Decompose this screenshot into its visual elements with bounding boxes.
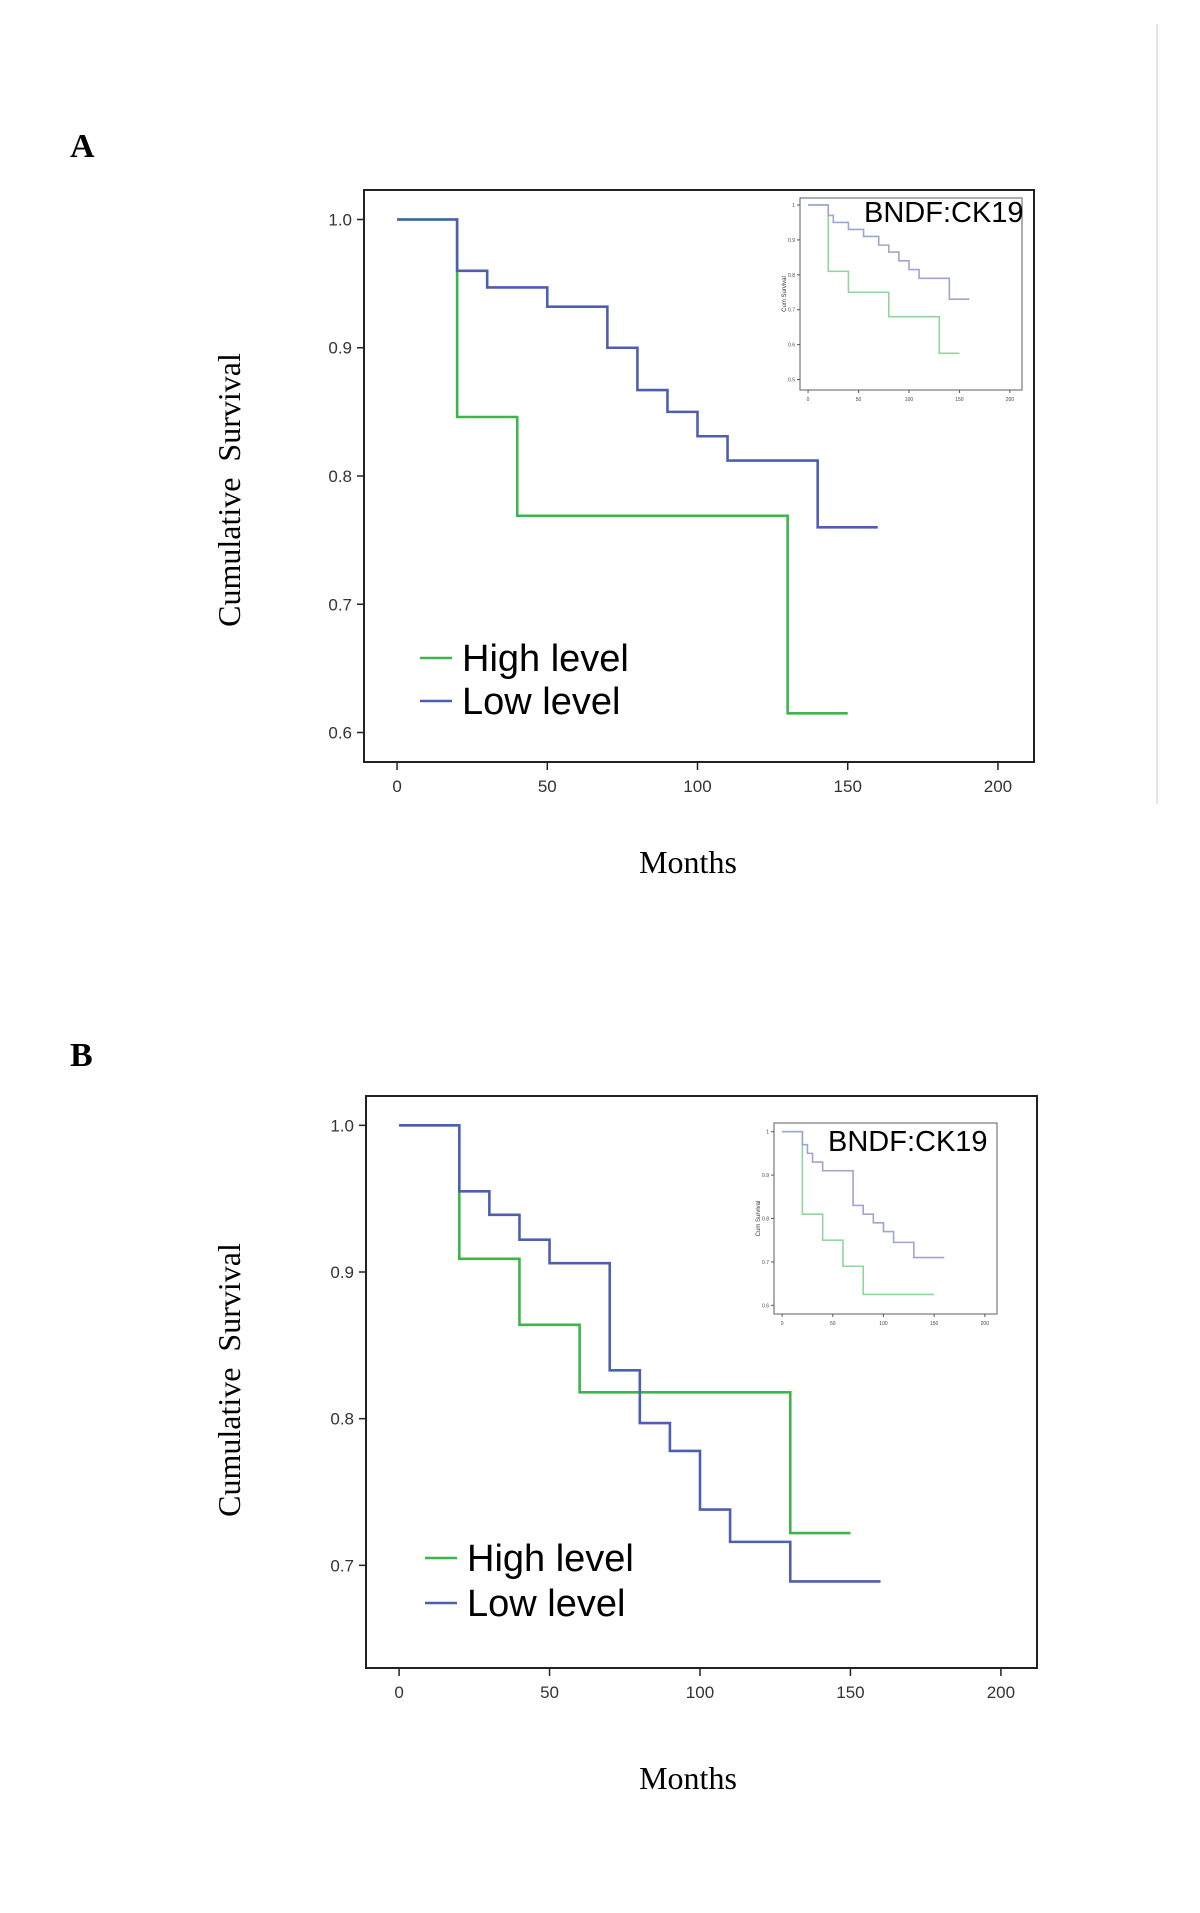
legend-label: High level bbox=[467, 1538, 634, 1580]
y-tick-label: 0.8 bbox=[330, 1410, 354, 1429]
inset-y-tick-label: 0.7 bbox=[762, 1260, 769, 1266]
x-tick-label: 50 bbox=[538, 777, 557, 796]
inset-x-tick-label: 150 bbox=[930, 1321, 939, 1327]
x-tick-label: 200 bbox=[987, 1683, 1015, 1702]
x-tick-label: 0 bbox=[394, 1683, 403, 1702]
inset-y-tick-label: 0.9 bbox=[788, 238, 795, 244]
x-tick-label: 200 bbox=[984, 777, 1012, 796]
inset-series-line-high bbox=[782, 1130, 935, 1296]
inset-x-tick-label: 200 bbox=[1006, 397, 1015, 403]
inset-y-tick-label: 0.9 bbox=[762, 1173, 769, 1179]
inset-y-tick-label: 0.8 bbox=[788, 273, 795, 279]
legend-label: High level bbox=[462, 638, 629, 680]
inset-x-tick-label: 200 bbox=[981, 1321, 990, 1327]
inset-x-tick-label: 100 bbox=[905, 397, 914, 403]
panel-label-b: B bbox=[70, 1037, 93, 1074]
x-tick-label: 100 bbox=[686, 1683, 714, 1702]
series-line-low bbox=[397, 218, 878, 529]
x-tick-label: 150 bbox=[834, 777, 862, 796]
y-axis-label: Cumulative Survival bbox=[211, 1243, 247, 1517]
inset-x-tick-label: 0 bbox=[807, 397, 810, 403]
y-tick-label: 0.8 bbox=[328, 467, 352, 486]
inset-x-tick-label: 50 bbox=[856, 397, 862, 403]
inset-x-tick-label: 150 bbox=[955, 397, 964, 403]
inset-series-line-high bbox=[808, 204, 960, 355]
series-line-low bbox=[399, 1124, 881, 1583]
inset-title: BNDF:CK19 bbox=[828, 1126, 988, 1158]
inset-y-tick-label: 0.6 bbox=[788, 343, 795, 349]
y-tick-label: 0.7 bbox=[330, 1556, 354, 1575]
x-tick-label: 150 bbox=[836, 1683, 864, 1702]
inset-y-tick-label: 1 bbox=[792, 203, 795, 209]
inset-x-tick-label: 50 bbox=[830, 1321, 836, 1327]
inset-y-tick-label: 0.5 bbox=[788, 378, 795, 384]
y-tick-label: 1.0 bbox=[328, 210, 352, 229]
y-tick-label: 0.9 bbox=[330, 1263, 354, 1282]
legend-label: Low level bbox=[467, 1583, 625, 1625]
inset-y-tick-label: 0.7 bbox=[788, 308, 795, 314]
x-axis-label: Months bbox=[639, 844, 737, 880]
y-tick-label: 0.7 bbox=[328, 595, 352, 614]
inset-series-line-low bbox=[782, 1130, 945, 1259]
inset-x-tick-label: 100 bbox=[879, 1321, 888, 1327]
legend-label: Low level bbox=[462, 681, 620, 723]
x-tick-label: 50 bbox=[540, 1683, 559, 1702]
inset-y-tick-label: 0.6 bbox=[762, 1303, 769, 1309]
y-tick-label: 0.6 bbox=[328, 724, 352, 743]
inset-frame bbox=[799, 197, 1023, 391]
inset-y-tick-label: 0.8 bbox=[762, 1217, 769, 1223]
x-tick-label: 0 bbox=[392, 777, 401, 796]
inset-title: BNDF:CK19 bbox=[864, 197, 1024, 229]
x-tick-label: 100 bbox=[683, 777, 711, 796]
inset-series-line-low bbox=[808, 204, 970, 301]
inset-chart: 0.6 0.7 0.8 0.9 1 0 50 100 150 200 Cum Survival BND… bbox=[756, 1122, 998, 1327]
inset-y-tick-label: 1 bbox=[766, 1130, 769, 1136]
panel-label-a: A bbox=[70, 128, 95, 165]
inset-y-axis-label: Cum Survival bbox=[756, 1201, 762, 1237]
inset-x-tick-label: 0 bbox=[781, 1321, 784, 1327]
y-axis-label: Cumulative Survival bbox=[211, 353, 247, 627]
plot-frame bbox=[365, 1095, 1038, 1669]
chart-a: 0.60.70.80.91.00 50 100 150 200MonthsCumulat… bbox=[211, 189, 1035, 880]
inset-y-axis-label: Cum Survival bbox=[782, 276, 788, 312]
chart-b: 0.70.80.91.00 50 100 150 200MonthsCumulative… bbox=[211, 1095, 1038, 1796]
inset-chart: 0.5 0.6 0.7 0.8 0.9 1 0 50 100 150 200 Cum Survival… bbox=[782, 197, 1024, 403]
x-axis-label: Months bbox=[639, 1760, 737, 1796]
y-tick-label: 0.9 bbox=[328, 339, 352, 358]
inset-frame bbox=[773, 1122, 998, 1315]
y-tick-label: 1.0 bbox=[330, 1116, 354, 1135]
